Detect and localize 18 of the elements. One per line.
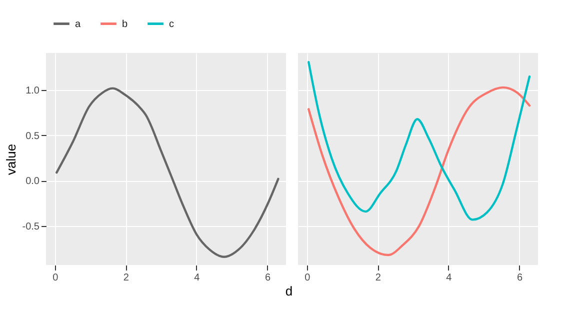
x-tick-label: 2 [123, 272, 130, 284]
x-tick-label: 0 [52, 272, 59, 284]
x-tick-label: 4 [446, 272, 452, 284]
x-tick-label: 6 [264, 272, 271, 284]
x-axis-title: d [285, 284, 293, 298]
legend-label: c [169, 18, 174, 30]
legend-label: a [75, 18, 81, 30]
y-axis-title: value [3, 144, 18, 176]
x-tick-label: 4 [194, 272, 200, 284]
line-series [56, 87, 280, 258]
y-tick-label: 0.0 [26, 176, 40, 188]
legend-label: b [122, 18, 128, 30]
x-tick-label: 6 [516, 272, 523, 284]
x-tick-label: 0 [304, 272, 311, 284]
x-tick-label: 2 [375, 272, 382, 284]
y-tick-label: -0.5 [22, 222, 40, 233]
y-tick-label: 1.0 [26, 86, 40, 97]
y-tick-label: 0.5 [26, 130, 40, 142]
